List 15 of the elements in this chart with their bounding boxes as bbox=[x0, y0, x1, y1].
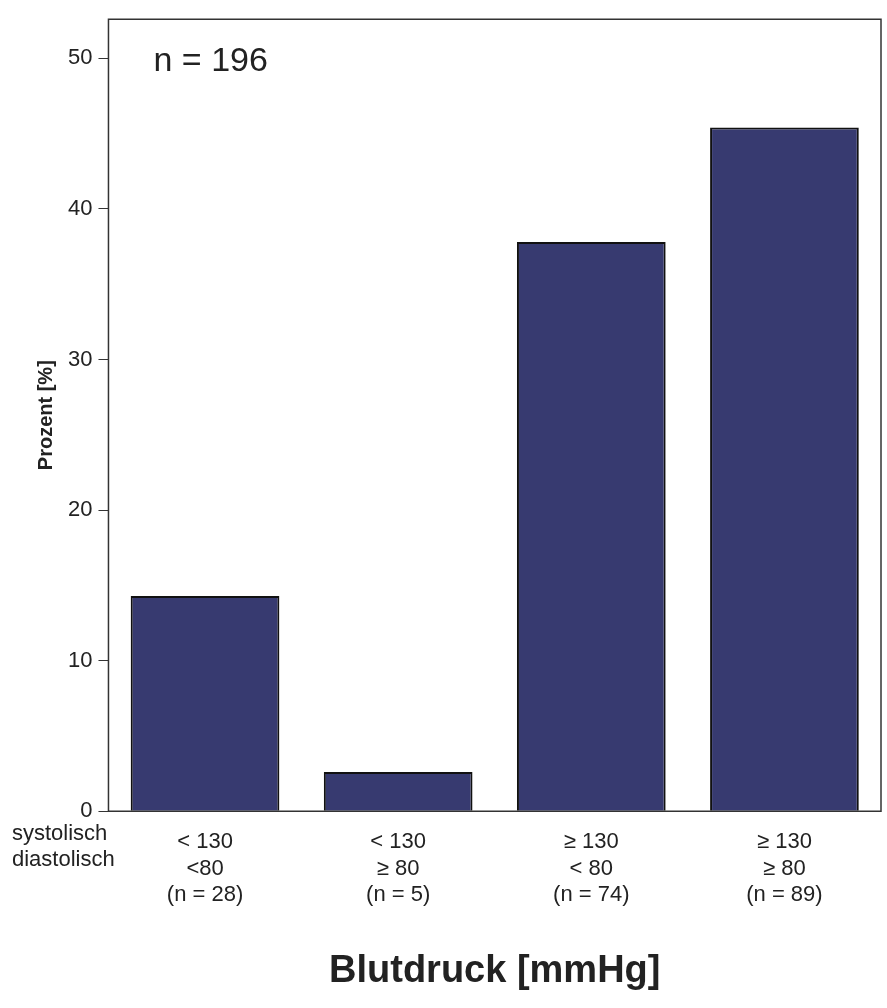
x-tick-label: < 130 <80 (n = 28) bbox=[166, 828, 244, 907]
text: diastolisch bbox=[12, 846, 115, 872]
y-axis-title: Prozent [%] bbox=[33, 360, 56, 471]
text: systolisch bbox=[12, 820, 108, 846]
x-tick-label: < 130 ≥ 80 (n = 5) bbox=[366, 828, 431, 907]
y-tick-label: 0 bbox=[80, 797, 93, 823]
y-tick-label: 20 bbox=[67, 496, 93, 522]
x-tick-label: ≥ 130 < 80 (n = 74) bbox=[553, 828, 630, 907]
y-tick-label: 40 bbox=[67, 194, 93, 220]
annotation: n = 196 bbox=[153, 39, 268, 78]
x-tick-label: ≥ 130 ≥ 80 (n = 89) bbox=[746, 828, 823, 907]
y-tick-label: 30 bbox=[67, 345, 93, 371]
y-tick-label: 50 bbox=[67, 44, 93, 70]
x-axis-title: Blutdruck [mmHg] bbox=[329, 947, 661, 990]
y-tick-label: 10 bbox=[67, 646, 93, 672]
